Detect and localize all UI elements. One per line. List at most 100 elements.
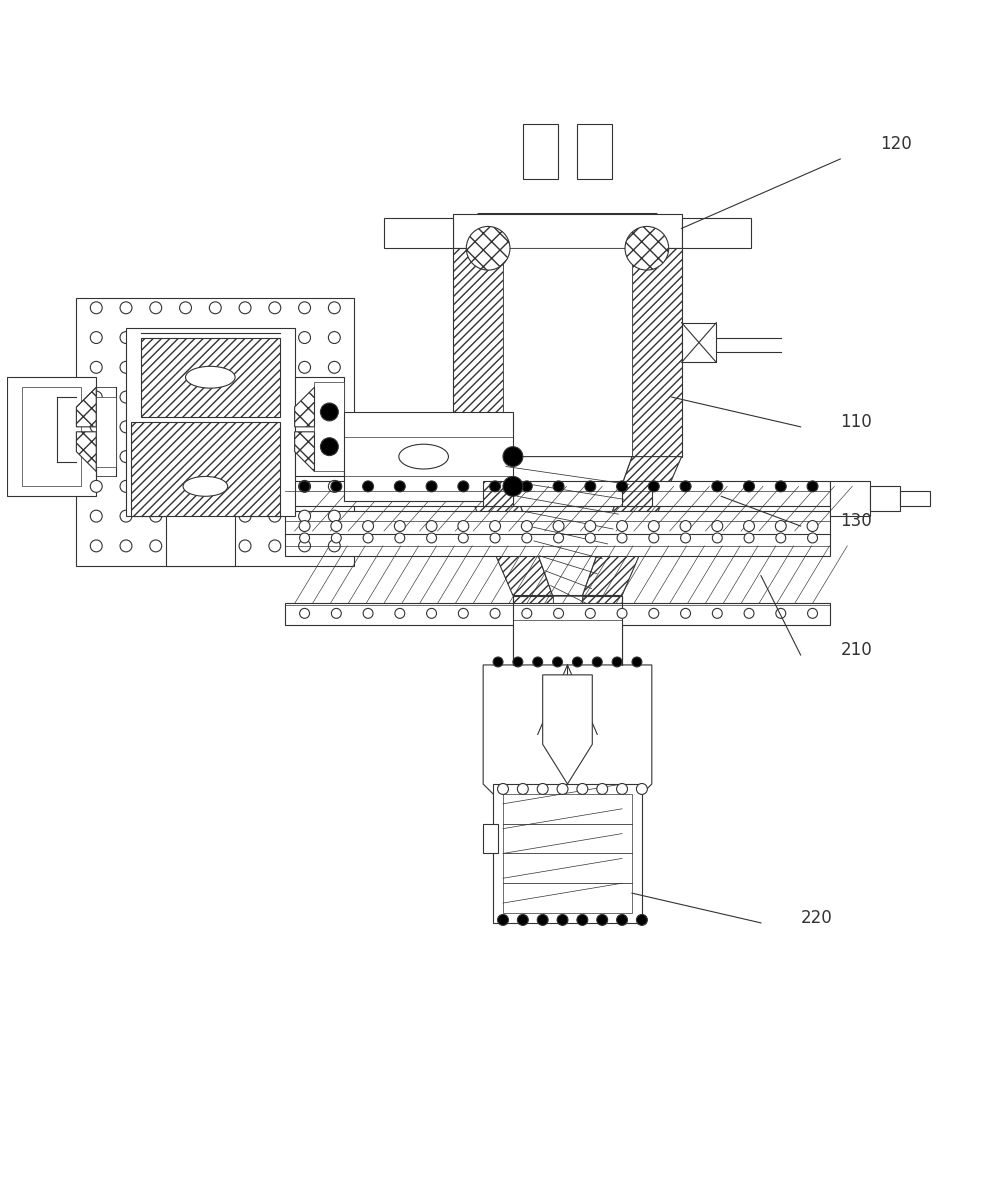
Polygon shape	[503, 456, 632, 596]
Circle shape	[498, 915, 508, 925]
Circle shape	[593, 657, 603, 667]
Circle shape	[150, 450, 162, 462]
Bar	[285, 534, 830, 556]
Bar	[76, 298, 354, 566]
Circle shape	[458, 481, 469, 492]
Circle shape	[239, 480, 252, 492]
Circle shape	[427, 481, 437, 492]
Circle shape	[321, 403, 338, 420]
Circle shape	[299, 450, 311, 462]
Circle shape	[269, 510, 281, 522]
Circle shape	[553, 609, 563, 618]
Circle shape	[299, 520, 310, 531]
Bar	[454, 213, 682, 248]
Bar	[141, 337, 280, 417]
Circle shape	[490, 481, 501, 492]
Ellipse shape	[183, 476, 227, 497]
Circle shape	[299, 331, 311, 343]
Circle shape	[209, 391, 221, 403]
Circle shape	[150, 331, 162, 343]
Circle shape	[517, 915, 528, 925]
Circle shape	[209, 450, 221, 462]
Bar	[493, 784, 642, 923]
Circle shape	[150, 510, 162, 522]
Circle shape	[299, 540, 311, 551]
Circle shape	[490, 609, 500, 618]
Circle shape	[91, 301, 103, 313]
Circle shape	[576, 915, 588, 925]
Circle shape	[427, 534, 437, 543]
Circle shape	[328, 361, 340, 373]
Circle shape	[328, 450, 340, 462]
Circle shape	[612, 657, 622, 667]
Circle shape	[180, 301, 191, 313]
Bar	[344, 412, 513, 501]
Circle shape	[585, 534, 596, 543]
Circle shape	[617, 520, 628, 531]
Circle shape	[209, 510, 221, 522]
Circle shape	[552, 657, 562, 667]
Circle shape	[120, 391, 132, 403]
Circle shape	[572, 657, 582, 667]
Circle shape	[239, 331, 252, 343]
Circle shape	[648, 520, 659, 531]
Circle shape	[91, 480, 103, 492]
Circle shape	[522, 534, 532, 543]
Circle shape	[712, 481, 722, 492]
Circle shape	[299, 510, 311, 522]
Circle shape	[585, 609, 596, 618]
Circle shape	[617, 534, 627, 543]
Circle shape	[269, 420, 281, 432]
Circle shape	[776, 481, 787, 492]
Circle shape	[649, 534, 659, 543]
Circle shape	[743, 520, 754, 531]
Bar	[552, 596, 582, 665]
Circle shape	[209, 420, 221, 432]
Polygon shape	[483, 665, 652, 834]
Bar	[513, 596, 552, 665]
Circle shape	[328, 480, 340, 492]
Bar	[830, 481, 870, 516]
Circle shape	[584, 520, 596, 531]
Circle shape	[180, 510, 191, 522]
Bar	[131, 422, 280, 516]
Circle shape	[269, 361, 281, 373]
Circle shape	[300, 609, 310, 618]
Circle shape	[776, 609, 786, 618]
Circle shape	[239, 450, 252, 462]
Circle shape	[394, 520, 405, 531]
Circle shape	[712, 520, 722, 531]
Circle shape	[150, 480, 162, 492]
Circle shape	[617, 784, 628, 794]
Polygon shape	[384, 218, 454, 248]
Circle shape	[681, 534, 690, 543]
Circle shape	[120, 361, 132, 373]
Circle shape	[328, 420, 340, 432]
Text: 110: 110	[840, 413, 872, 431]
Circle shape	[557, 915, 568, 925]
Circle shape	[394, 481, 405, 492]
Circle shape	[299, 301, 311, 313]
Circle shape	[299, 480, 311, 492]
Polygon shape	[454, 456, 552, 596]
Circle shape	[239, 420, 252, 432]
Bar	[523, 124, 557, 179]
Circle shape	[625, 226, 669, 270]
Circle shape	[490, 520, 501, 531]
Polygon shape	[622, 481, 652, 506]
Circle shape	[553, 481, 564, 492]
Circle shape	[395, 534, 404, 543]
Polygon shape	[76, 387, 97, 426]
Circle shape	[776, 520, 787, 531]
Circle shape	[498, 784, 508, 794]
Circle shape	[681, 609, 690, 618]
Polygon shape	[582, 456, 682, 596]
Circle shape	[517, 784, 528, 794]
Circle shape	[91, 361, 103, 373]
Circle shape	[328, 540, 340, 551]
Bar	[285, 481, 830, 506]
Polygon shape	[295, 432, 315, 472]
Bar	[315, 382, 344, 472]
Circle shape	[807, 520, 818, 531]
Circle shape	[493, 657, 503, 667]
